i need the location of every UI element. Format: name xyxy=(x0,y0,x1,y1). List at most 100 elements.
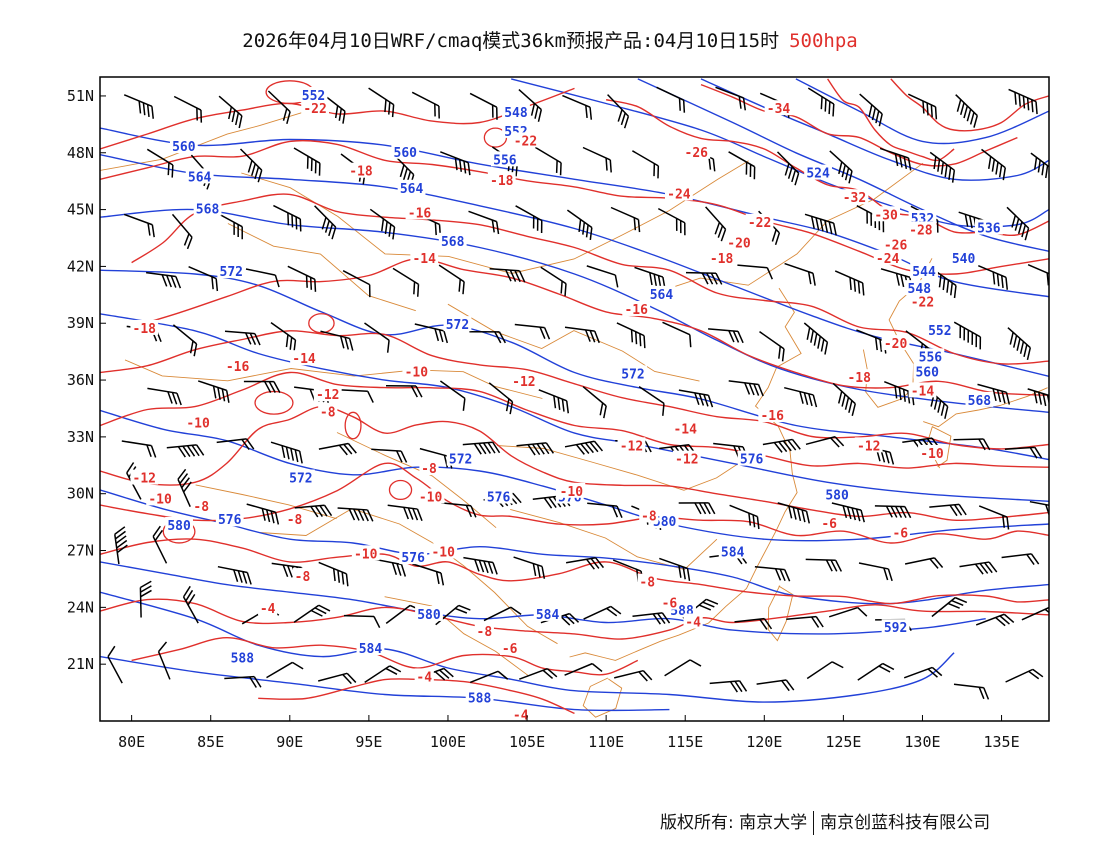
height-label: 580 xyxy=(825,489,849,504)
wind-barb xyxy=(858,562,893,582)
map-title: 2026年04月10日WRF/cmaq模式36km预报产品:04月10日15时 5… xyxy=(0,26,1100,53)
wind-barb xyxy=(218,95,243,129)
height-label: 540 xyxy=(952,252,976,267)
height-label: 548 xyxy=(504,106,528,121)
temperature-label-bg xyxy=(511,706,531,721)
temperature-contour-line xyxy=(131,258,1049,396)
wind-barb xyxy=(488,382,514,415)
lon-label: 85E xyxy=(197,733,224,751)
wind-barb xyxy=(759,330,785,362)
temperature-label-bg xyxy=(405,204,434,220)
wind-barb xyxy=(685,271,723,285)
wind-barb xyxy=(364,322,390,353)
wind-barb xyxy=(293,604,331,623)
height-label-bg xyxy=(647,285,676,301)
temperature-contour-line xyxy=(827,78,955,162)
wind-barb xyxy=(884,381,915,406)
wind-barb xyxy=(737,264,773,280)
height-label-bg xyxy=(215,511,244,527)
height-label-bg xyxy=(193,200,222,216)
temperature-label: -24 xyxy=(667,187,691,202)
wind-barb xyxy=(616,322,646,349)
temperature-label-bg xyxy=(351,545,380,561)
wind-barb xyxy=(978,265,1009,290)
wind-barb xyxy=(368,87,395,118)
wind-barb xyxy=(385,385,423,398)
wind-barb xyxy=(562,94,593,120)
wind-barb xyxy=(438,264,465,295)
lon-label: 80E xyxy=(118,733,145,751)
wind-barb xyxy=(516,442,555,456)
wind-barb xyxy=(364,665,402,684)
wind-barb xyxy=(1027,264,1049,286)
height-contour-line xyxy=(637,78,1049,252)
wind-barb xyxy=(587,502,623,518)
temperature-label-bg xyxy=(725,234,753,250)
temperature-label-bg xyxy=(707,249,736,265)
coastline-segment xyxy=(496,445,751,491)
wind-barb xyxy=(462,441,501,455)
lat-label: 45N xyxy=(67,201,94,219)
height-label: 572 xyxy=(446,318,469,333)
temperature-label: -18 xyxy=(847,371,871,386)
temperature-label: -8 xyxy=(421,462,437,477)
wind-barb xyxy=(1027,388,1049,408)
wind-barb xyxy=(729,504,760,530)
temperature-labels: -22-22-34-26-18-18-16-24 -32-22-30-28-20-… xyxy=(130,100,946,723)
height-contour-line xyxy=(100,655,670,712)
wind-barb xyxy=(439,380,466,411)
temperature-label: -20 xyxy=(727,237,751,252)
height-labels: 5525485525605605565645645245685685325365… xyxy=(165,86,1003,706)
wind-barb xyxy=(157,641,171,680)
temperature-label: -18 xyxy=(349,165,373,180)
height-label-bg xyxy=(228,649,257,665)
wind-barb xyxy=(828,606,868,618)
height-label: 576 xyxy=(487,490,511,505)
temperature-label: -4 xyxy=(260,602,276,617)
wind-barb xyxy=(1029,500,1049,517)
temperature-label-bg xyxy=(881,236,910,252)
wind-barb xyxy=(924,386,949,419)
wind-barb xyxy=(147,387,182,406)
wind-barb xyxy=(564,662,603,676)
temperature-label: -4 xyxy=(685,616,701,631)
height-label: 552 xyxy=(302,89,325,104)
wind-barb xyxy=(1004,446,1043,459)
wind-barb xyxy=(217,565,252,585)
wind-barb xyxy=(224,330,261,346)
temperature-label: -12 xyxy=(857,439,880,454)
temperature-label: -16 xyxy=(760,409,784,424)
wind-barb xyxy=(610,206,641,233)
wind-barb xyxy=(441,502,477,518)
wind-barb xyxy=(931,596,968,618)
height-contour-line xyxy=(100,313,1049,502)
temperature-label: -8 xyxy=(295,570,311,585)
temperature-label-bg xyxy=(557,482,586,498)
lon-label: 125E xyxy=(825,733,861,751)
wind-barb xyxy=(805,558,843,572)
wind-barb xyxy=(171,213,193,250)
temperature-label-bg xyxy=(890,524,910,540)
wind-barb xyxy=(273,204,302,232)
height-label-bg xyxy=(737,450,766,466)
height-label: 564 xyxy=(188,170,212,185)
wind-barb xyxy=(318,442,357,456)
coastline-segment xyxy=(259,508,558,645)
temperature-label: -10 xyxy=(405,365,429,380)
wind-barb xyxy=(678,502,716,515)
temperature-label: -18 xyxy=(133,322,157,337)
wind-barb xyxy=(806,661,844,680)
wind-barb xyxy=(784,262,816,286)
temperature-label-bg xyxy=(918,444,946,460)
temperature-label: -26 xyxy=(884,239,908,254)
temperature-label: -4 xyxy=(513,708,529,723)
height-label: 560 xyxy=(172,140,196,155)
wind-barb xyxy=(243,380,281,393)
height-label: 584 xyxy=(359,642,383,657)
height-label-bg xyxy=(619,365,647,381)
height-label: 524 xyxy=(806,167,830,182)
temperature-label: -14 xyxy=(412,252,436,267)
lon-label: 120E xyxy=(746,733,782,751)
wind-barb xyxy=(246,503,280,525)
